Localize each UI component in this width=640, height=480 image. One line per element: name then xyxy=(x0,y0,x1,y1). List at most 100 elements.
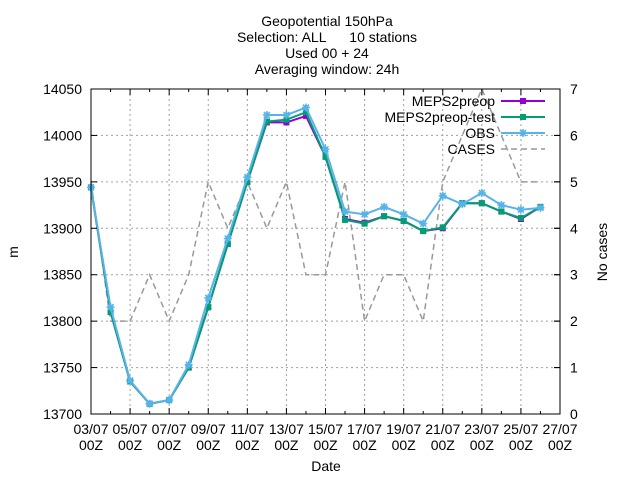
x-tick-label: 23/07 xyxy=(464,421,499,437)
data-point xyxy=(282,111,291,119)
marker-core xyxy=(520,130,526,136)
y-axis-label: m xyxy=(5,246,21,258)
legend-label: MEPS2preop xyxy=(412,93,495,109)
x-tick-label: 19/07 xyxy=(386,421,421,437)
x-tick-label: 00Z xyxy=(509,437,534,453)
series-line xyxy=(90,87,541,324)
x-tick-label: 00Z xyxy=(313,437,338,453)
legend-label: OBS xyxy=(465,125,495,141)
x-tick-label: 00Z xyxy=(157,437,182,453)
data-point xyxy=(301,103,310,112)
y2-tick-label: 5 xyxy=(570,174,578,190)
x-tick-label: 00Z xyxy=(118,437,143,453)
data-point xyxy=(381,213,388,220)
y2-tick-label: 4 xyxy=(570,220,578,236)
marker-core xyxy=(186,362,192,368)
legend-label: CASES xyxy=(448,141,495,157)
x-tick-label: 00Z xyxy=(274,437,299,453)
data-point xyxy=(283,116,290,123)
legend-entry: MEPS2preop-test xyxy=(385,109,545,125)
x-tick-label: 13/07 xyxy=(269,421,304,437)
series-meps2preop xyxy=(88,112,544,407)
data-point xyxy=(302,109,309,116)
x-tick-label: 11/07 xyxy=(230,421,264,437)
y-tick-label: 13700 xyxy=(43,406,82,422)
x-tick-label: 17/07 xyxy=(347,421,382,437)
data-point xyxy=(439,224,446,231)
x-tick-label: 21/07 xyxy=(425,421,460,437)
legend-entry: MEPS2preop xyxy=(412,93,545,109)
y2-tick-label: 6 xyxy=(570,127,578,143)
marker-core xyxy=(479,190,485,196)
data-point xyxy=(145,399,154,408)
series-obs xyxy=(87,103,545,408)
y-tick-label: 13750 xyxy=(43,360,82,376)
y-tick-label: 13950 xyxy=(43,174,82,190)
data-point xyxy=(244,178,251,185)
legend-swatch-marker xyxy=(519,129,527,137)
data-point xyxy=(321,145,330,154)
x-tick-label: 05/07 xyxy=(113,421,148,437)
data-point xyxy=(497,201,506,210)
data-point xyxy=(184,360,193,369)
data-point xyxy=(477,189,486,197)
x-tick-label: 00Z xyxy=(392,437,417,453)
y2-tick-label: 7 xyxy=(570,81,578,97)
marker-core xyxy=(225,236,231,241)
marker-core xyxy=(205,295,211,301)
x-tick-label: 00Z xyxy=(196,437,221,453)
x-tick-label: 15/07 xyxy=(308,421,343,437)
title-line-2: Selection: ALL 10 stations xyxy=(237,29,417,45)
marker-core xyxy=(459,201,465,207)
marker-core xyxy=(323,146,328,152)
title-line-1: Geopotential 150hPa xyxy=(261,13,393,29)
marker-core xyxy=(498,202,504,208)
marker-core xyxy=(362,211,368,217)
marker-core xyxy=(303,105,309,111)
series-layer xyxy=(87,87,545,408)
x-tick-label: 00Z xyxy=(353,437,378,453)
marker-core xyxy=(147,401,153,407)
marker-core xyxy=(342,209,348,215)
data-point xyxy=(302,112,309,119)
data-point xyxy=(380,202,389,211)
marker-core xyxy=(283,112,289,118)
legend-swatch-marker xyxy=(520,98,526,104)
data-point xyxy=(498,208,505,215)
x-axis-label: Date xyxy=(311,458,341,474)
legend-label: MEPS2preop-test xyxy=(385,109,496,125)
x-tick-label: 03/07 xyxy=(73,421,108,437)
data-point xyxy=(458,200,467,209)
data-point xyxy=(399,210,408,219)
data-point xyxy=(106,303,115,312)
y-tick-label: 13900 xyxy=(43,220,82,236)
series-line xyxy=(90,114,541,405)
data-point xyxy=(262,111,271,119)
chart-title: Geopotential 150hPa Selection: ALL 10 st… xyxy=(237,13,417,77)
y2-tick-label: 3 xyxy=(570,267,578,283)
x-tick-label: 00Z xyxy=(235,437,260,453)
marker-core xyxy=(127,378,133,384)
axes: 1370013750138001385013900139501400014050… xyxy=(43,81,578,453)
y-tick-label: 13850 xyxy=(43,267,82,283)
data-point xyxy=(205,304,212,311)
data-point xyxy=(204,293,213,302)
data-point xyxy=(322,153,329,160)
data-point xyxy=(342,216,349,223)
data-point xyxy=(224,241,231,248)
x-tick-label: 25/07 xyxy=(503,421,538,437)
series-cases xyxy=(90,87,541,324)
data-point xyxy=(438,191,447,200)
data-point xyxy=(420,228,427,235)
x-tick-label: 00Z xyxy=(470,437,495,453)
data-point xyxy=(126,376,135,385)
y2-tick-label: 1 xyxy=(570,360,578,376)
x-tick-label: 09/07 xyxy=(191,421,226,437)
marker-core xyxy=(264,112,270,118)
data-point xyxy=(536,203,545,212)
x-tick-label: 00Z xyxy=(548,437,573,453)
legend-entry: CASES xyxy=(448,141,545,157)
data-point xyxy=(361,220,368,227)
